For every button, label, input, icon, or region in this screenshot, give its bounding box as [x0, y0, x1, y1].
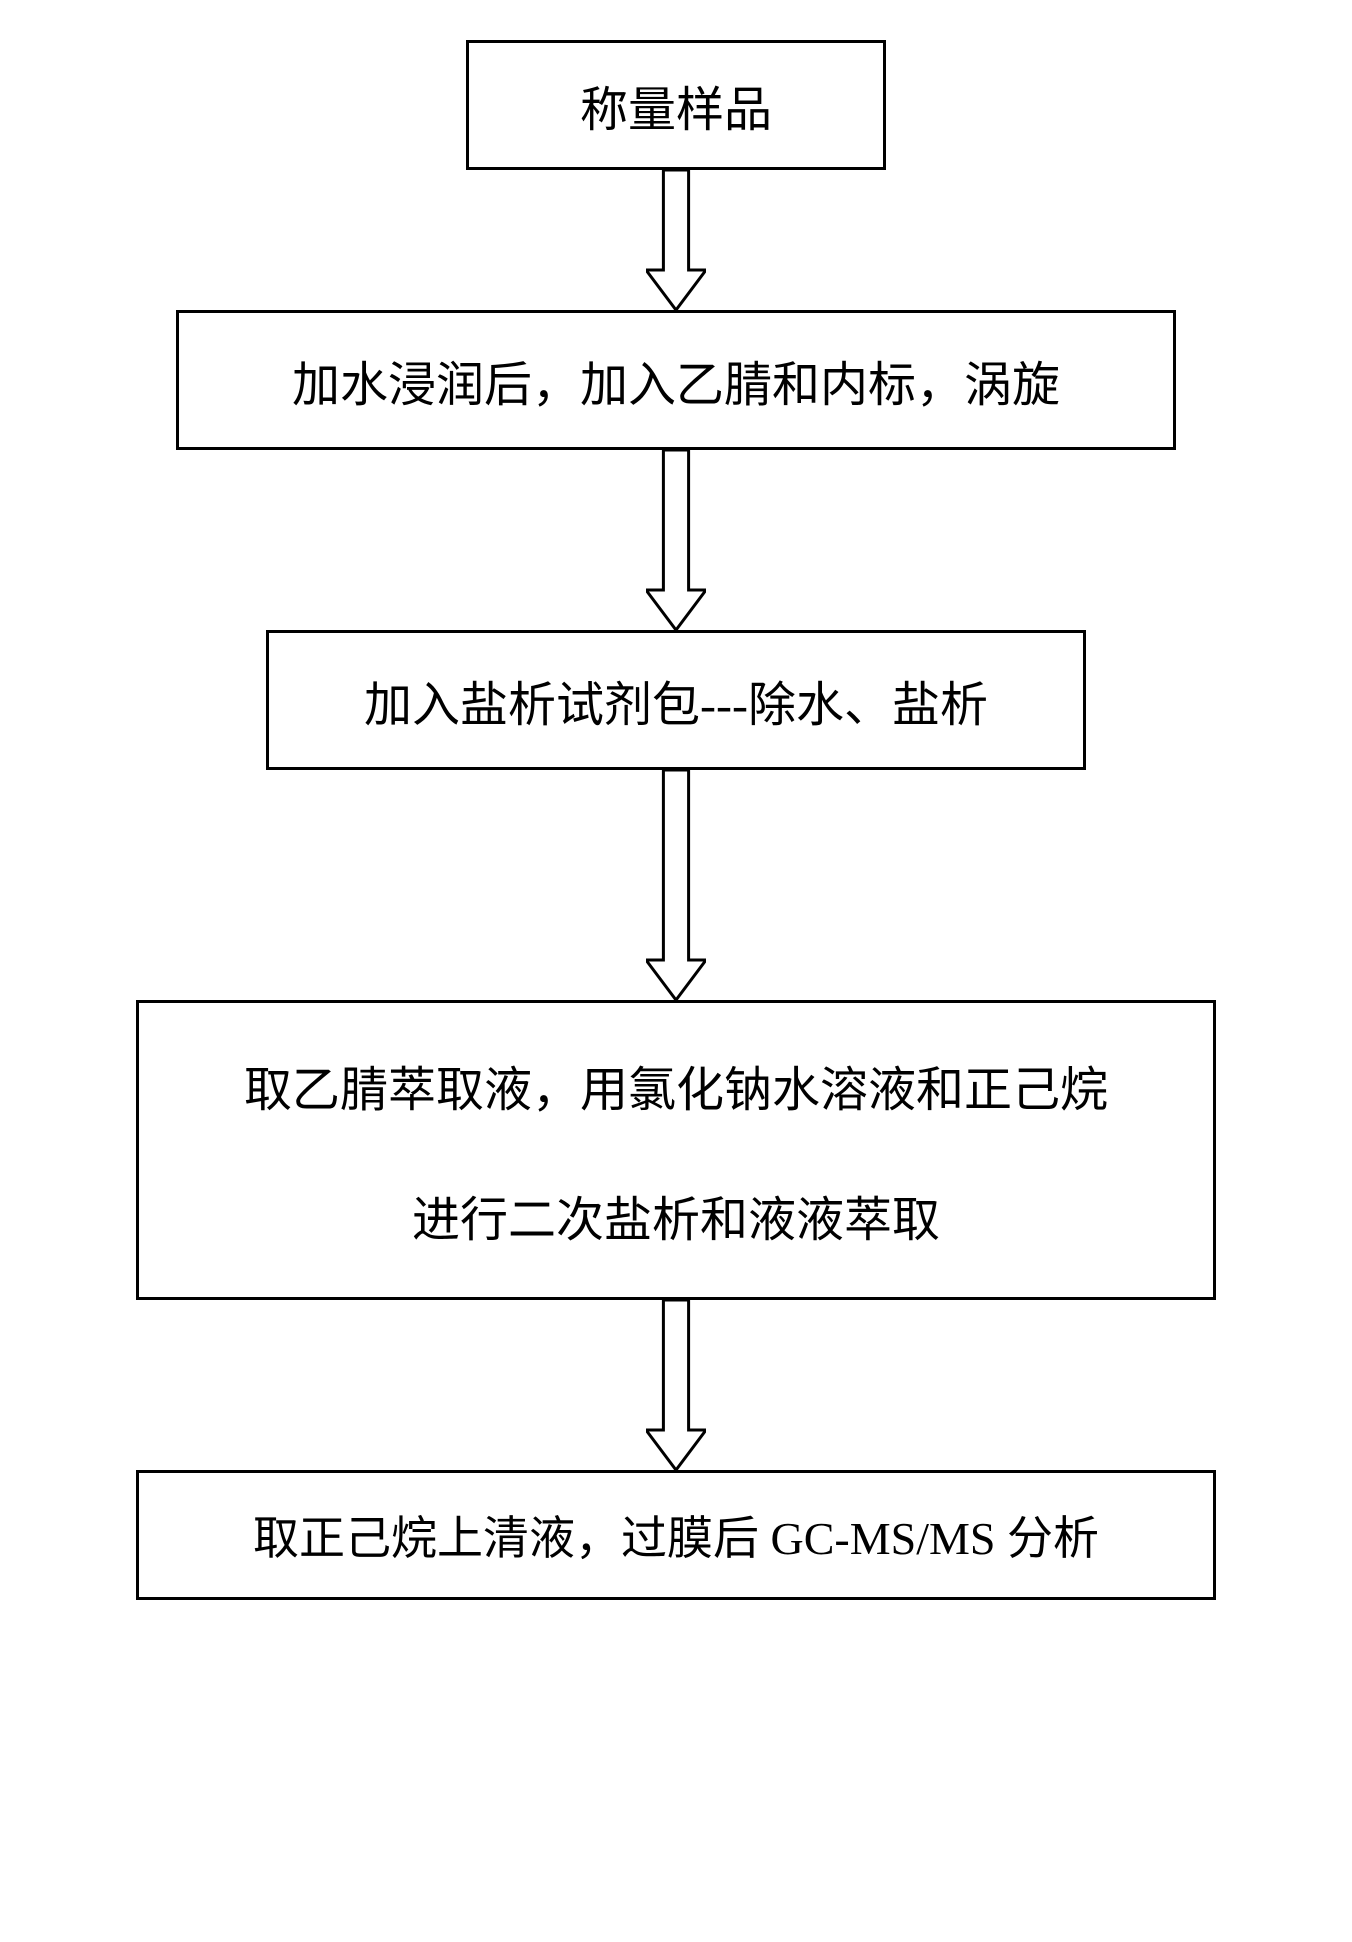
flow-step-step1: 称量样品: [466, 40, 886, 170]
flow-step-text: 加水浸润后，加入乙腈和内标，涡旋: [292, 345, 1060, 415]
flow-arrow: [646, 770, 706, 1000]
flow-arrow: [646, 170, 706, 310]
flow-arrow: [646, 450, 706, 630]
flow-step-step3: 加入盐析试剂包---除水、盐析: [266, 630, 1086, 770]
flow-step-text: 称量样品: [580, 70, 772, 140]
flow-step-text: 取正己烷上清液，过膜后 GC-MS/MS 分析: [253, 1502, 1099, 1568]
flow-step-step5: 取正己烷上清液，过膜后 GC-MS/MS 分析: [136, 1470, 1216, 1600]
flow-step-step4: 取乙腈萃取液，用氯化钠水溶液和正己烷进行二次盐析和液液萃取: [136, 1000, 1216, 1300]
flow-step-step2: 加水浸润后，加入乙腈和内标，涡旋: [176, 310, 1176, 450]
flow-step-text: 进行二次盐析和液液萃取: [412, 1180, 940, 1250]
flow-arrow: [646, 1300, 706, 1470]
flow-step-text: 加入盐析试剂包---除水、盐析: [364, 665, 988, 735]
flow-step-text: 取乙腈萃取液，用氯化钠水溶液和正己烷: [244, 1050, 1108, 1120]
flowchart-container: 称量样品加水浸润后，加入乙腈和内标，涡旋加入盐析试剂包---除水、盐析取乙腈萃取…: [126, 40, 1226, 1600]
